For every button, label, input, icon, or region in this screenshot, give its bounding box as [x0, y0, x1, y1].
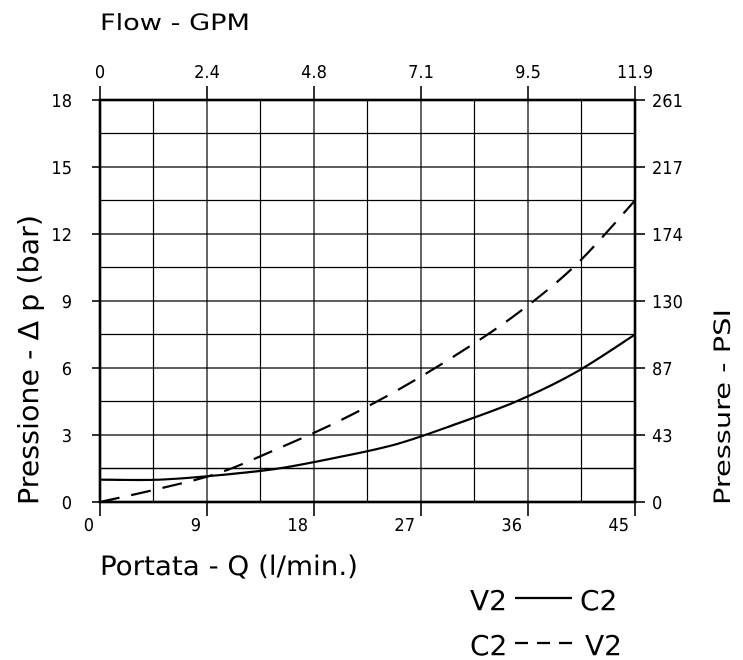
right-tick-label: 43: [652, 426, 673, 447]
bottom-tick-label: 9: [191, 515, 201, 536]
legend-item-solid: V2 C2: [470, 584, 617, 617]
legend-dashed-left-label: C2: [470, 629, 507, 660]
series-c2-v2-dashed-line: [99, 199, 636, 504]
left-axis-title: Pressione - Δ p (bar): [12, 215, 45, 505]
left-tick-label: 3: [62, 426, 72, 447]
bottom-tick-label: 0: [84, 515, 94, 536]
legend: V2 C2 C2 V2: [470, 584, 622, 660]
top-tick-label: 7.1: [408, 62, 434, 83]
left-tick-label: 12: [51, 225, 72, 246]
bottom-tick-label: 36: [501, 515, 522, 536]
legend-solid-right-label: C2: [580, 584, 617, 617]
top-tick-label: 4.8: [301, 62, 327, 83]
left-tick-label: 18: [51, 91, 72, 112]
right-tick-label: 87: [652, 359, 673, 380]
top-tick-label: 11.9: [617, 62, 653, 83]
series-v2-c2-solid-line: [99, 333, 636, 482]
left-tick-label: 9: [62, 292, 72, 313]
top-tick-label: 2.4: [194, 62, 220, 83]
bottom-axis-tick-labels: 0 9 18 27 36 45: [84, 515, 629, 536]
right-axis-title: Pressure - PSI: [711, 309, 736, 505]
bottom-axis-title: Portata - Q (l/min.): [100, 551, 358, 582]
left-axis-tick-labels: 0 3 6 9 12 15 18: [51, 91, 72, 514]
bottom-tick-label: 45: [608, 515, 629, 536]
axis-ticks: [92, 86, 645, 516]
bottom-tick-label: 27: [394, 515, 415, 536]
legend-dashed-right-label: V2: [585, 629, 622, 660]
left-tick-label: 0: [62, 493, 72, 514]
left-tick-label: 15: [51, 158, 72, 179]
legend-item-dashed: C2 V2: [470, 629, 622, 660]
series-layer: [99, 199, 636, 504]
right-tick-label: 261: [652, 91, 683, 112]
top-axis-title: Flow - GPM: [100, 11, 250, 36]
right-tick-label: 0: [652, 493, 662, 514]
top-tick-label: 0: [95, 62, 105, 83]
bottom-tick-label: 18: [287, 515, 308, 536]
right-axis-tick-labels: 0 43 87 130 174 217 261: [652, 91, 683, 514]
top-tick-label: 9.5: [515, 62, 541, 83]
legend-solid-left-label: V2: [470, 584, 507, 617]
top-axis-tick-labels: 0 2.4 4.8 7.1 9.5 11.9: [95, 62, 653, 83]
left-tick-label: 6: [62, 359, 72, 380]
chart-grid: [100, 100, 635, 502]
right-tick-label: 130: [652, 292, 683, 313]
right-tick-label: 174: [652, 225, 683, 246]
right-tick-label: 217: [652, 158, 683, 179]
